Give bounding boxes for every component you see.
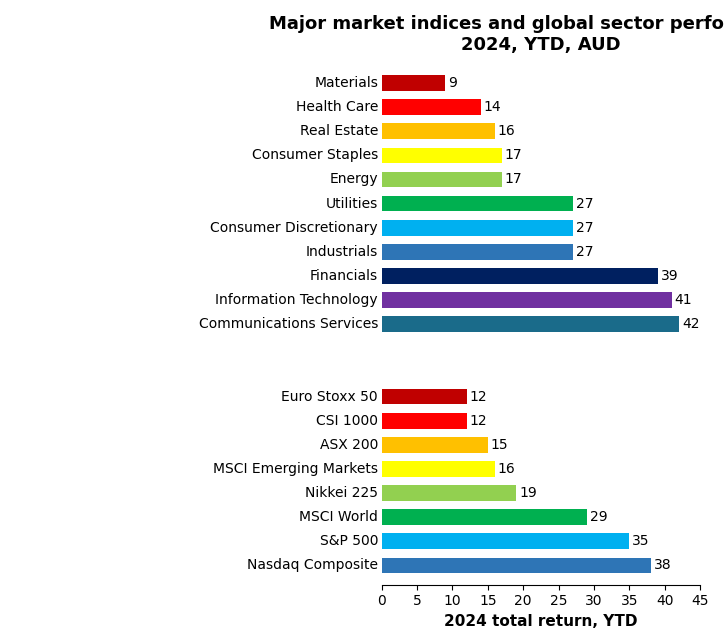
Text: 42: 42 (682, 317, 699, 331)
Text: Nikkei 225: Nikkei 225 (305, 486, 378, 500)
Bar (382, 461, 495, 477)
Text: CSI 1000: CSI 1000 (316, 413, 378, 428)
Bar (382, 485, 516, 501)
Text: 29: 29 (590, 510, 607, 524)
Text: Health Care: Health Care (295, 100, 378, 114)
Text: Communications Services: Communications Services (198, 317, 378, 331)
Text: Utilities: Utilities (326, 196, 378, 211)
Text: Information Technology: Information Technology (216, 293, 378, 307)
Text: 27: 27 (576, 221, 593, 234)
Bar (382, 292, 672, 308)
Text: 17: 17 (505, 173, 523, 187)
Bar (382, 389, 466, 404)
Text: 27: 27 (576, 245, 593, 259)
Bar (382, 509, 587, 525)
Bar (382, 533, 629, 549)
Bar (382, 99, 481, 115)
Bar (382, 437, 488, 453)
Text: Nasdaq Composite: Nasdaq Composite (247, 558, 378, 573)
Text: Industrials: Industrials (306, 245, 378, 259)
Bar (382, 124, 495, 139)
Text: Financials: Financials (310, 269, 378, 283)
Text: Real Estate: Real Estate (300, 124, 378, 138)
Text: Consumer Staples: Consumer Staples (252, 148, 378, 162)
Text: 12: 12 (469, 413, 487, 428)
Bar (382, 172, 502, 187)
Text: 16: 16 (497, 462, 515, 476)
Text: Euro Stoxx 50: Euro Stoxx 50 (282, 390, 378, 404)
Text: 27: 27 (576, 196, 593, 211)
Bar (382, 244, 573, 260)
Bar (382, 196, 573, 211)
Text: 17: 17 (505, 148, 523, 162)
Text: 38: 38 (654, 558, 671, 573)
Text: MSCI World: MSCI World (299, 510, 378, 524)
Text: 35: 35 (632, 535, 649, 548)
Text: Materials: Materials (314, 76, 378, 90)
Text: 14: 14 (484, 100, 501, 114)
Bar (382, 268, 658, 284)
Text: 19: 19 (519, 486, 536, 500)
Text: 39: 39 (660, 269, 678, 283)
Bar (382, 75, 445, 91)
Bar (382, 413, 466, 428)
Text: 12: 12 (469, 390, 487, 404)
Bar (382, 558, 651, 573)
Text: ASX 200: ASX 200 (320, 438, 378, 452)
Title: Major market indices and global sector performance -
2024, YTD, AUD: Major market indices and global sector p… (269, 15, 724, 54)
Text: S&P 500: S&P 500 (319, 535, 378, 548)
Text: 16: 16 (497, 124, 515, 138)
X-axis label: 2024 total return, YTD: 2024 total return, YTD (445, 614, 638, 629)
Bar (382, 147, 502, 163)
Text: MSCI Emerging Markets: MSCI Emerging Markets (213, 462, 378, 476)
Bar (382, 316, 679, 332)
Bar (382, 220, 573, 236)
Text: 15: 15 (491, 438, 508, 452)
Text: Energy: Energy (329, 173, 378, 187)
Text: 41: 41 (675, 293, 692, 307)
Text: 9: 9 (448, 76, 457, 90)
Text: Consumer Discretionary: Consumer Discretionary (211, 221, 378, 234)
